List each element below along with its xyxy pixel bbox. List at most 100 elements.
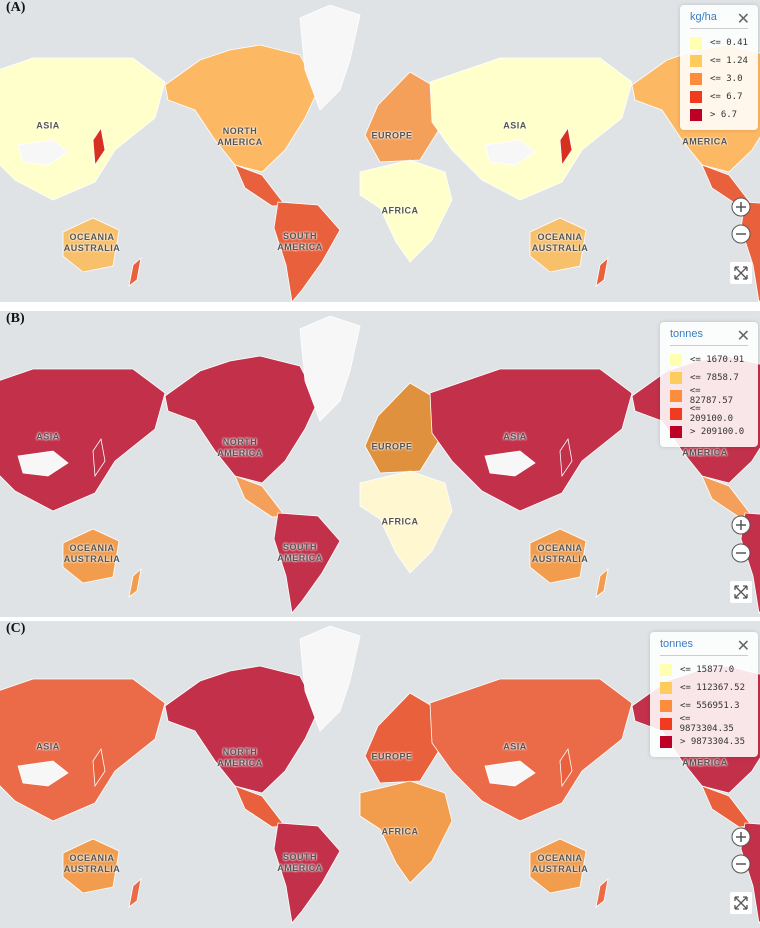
europe <box>364 382 441 474</box>
legend-label: <= 1.24 <box>710 56 748 66</box>
legend-label: > 9873304.35 <box>680 737 746 747</box>
region-label: AFRICA <box>381 826 419 837</box>
australia <box>62 528 120 584</box>
legend-swatch <box>690 109 702 121</box>
zoom-in[interactable] <box>730 514 752 536</box>
region-label: EUROPE <box>371 751 413 762</box>
legend-label: <= 9873304.35 <box>679 714 734 734</box>
region-label: OCEANIA AUSTRALIA <box>531 232 589 253</box>
legend-close[interactable]: ✕ <box>736 328 750 345</box>
legend-swatch <box>670 426 682 438</box>
legend-label: <= 556951.3 <box>680 701 740 711</box>
new-zealand <box>128 567 142 598</box>
africa <box>359 159 453 263</box>
legend-item: <= 112367.52 <box>660 679 748 697</box>
legend-title: tonnes <box>670 328 748 346</box>
asia <box>429 368 633 512</box>
asia <box>429 57 633 201</box>
legend-item: > 209100.0 <box>670 423 748 441</box>
legend-title: tonnes <box>660 638 748 656</box>
legend-swatch <box>670 372 682 384</box>
asia <box>429 678 633 822</box>
legend-label: <= 15877.0 <box>680 665 735 675</box>
legend-label: > 6.7 <box>710 110 738 120</box>
legend-item: <= 1670.91 <box>670 351 748 369</box>
region-label: OCEANIA AUSTRALIA <box>63 853 121 874</box>
australia <box>529 838 587 894</box>
legend-swatch <box>660 682 672 694</box>
mongolia <box>17 450 69 477</box>
region-label: ASIA <box>503 741 527 752</box>
legend-swatch <box>690 37 702 49</box>
legend-close[interactable]: ✕ <box>736 11 750 28</box>
panel-label: (A) <box>6 0 26 15</box>
legend-swatch <box>690 73 702 85</box>
mongolia <box>17 139 69 166</box>
japan <box>559 747 573 788</box>
region-label: OCEANIA AUSTRALIA <box>63 543 121 564</box>
region-label: NORTH AMERICA <box>217 126 263 147</box>
region-label: AMERICA <box>682 136 728 147</box>
panel-label: (C) <box>6 621 26 636</box>
legend-item: <= 3.0 <box>690 70 748 88</box>
fullscreen[interactable] <box>730 892 752 914</box>
region-label: EUROPE <box>371 130 413 141</box>
new-zealand <box>595 567 609 598</box>
region-label: OCEANIA AUSTRALIA <box>531 853 589 874</box>
panel-label: (B) <box>6 311 25 326</box>
legend-item: <= 1.24 <box>690 52 748 70</box>
greenland <box>299 4 361 111</box>
zoom-out[interactable] <box>730 542 752 564</box>
legend-swatch <box>670 408 682 420</box>
icon <box>734 585 748 599</box>
south-america <box>273 512 341 614</box>
japan <box>92 437 106 478</box>
legend-swatch <box>690 91 702 103</box>
region-label: OCEANIA AUSTRALIA <box>63 232 121 253</box>
map-panel: (B) ASIA NORTH AMERICA EUROPE AFRICA SOUTH AM… <box>0 311 760 617</box>
zoom-out[interactable] <box>730 223 752 245</box>
australia <box>62 838 120 894</box>
legend-close[interactable]: ✕ <box>736 638 750 655</box>
new-zealand <box>595 256 609 287</box>
region-label: ASIA <box>503 431 527 442</box>
legend-item: > 9873304.35 <box>660 733 748 751</box>
region-label: OCEANIA AUSTRALIA <box>531 543 589 564</box>
legend-item: <= 15877.0 <box>660 661 748 679</box>
region-label: SOUTH AMERICA <box>277 542 323 563</box>
region-label: AFRICA <box>381 516 419 527</box>
region-label: ASIA <box>36 120 60 131</box>
legend-swatch <box>660 718 672 730</box>
zoom-out[interactable] <box>730 853 752 875</box>
legend-item: <= 556951.3 <box>660 697 748 715</box>
legend-item: > 6.7 <box>690 106 748 124</box>
fullscreen[interactable] <box>730 262 752 284</box>
legend-label: <= 1670.91 <box>690 355 745 365</box>
region-label: AFRICA <box>381 205 419 216</box>
zoom-in[interactable] <box>730 196 752 218</box>
mongolia <box>484 139 536 166</box>
legend-swatch <box>670 354 682 366</box>
map-panel: (A) ASIA NORTH AMERICA EUROPE AFRICA SOUTH AM… <box>0 0 760 302</box>
legend-swatch <box>660 736 672 748</box>
africa <box>359 470 453 574</box>
zoom-in[interactable] <box>730 826 752 848</box>
map <box>0 625 760 924</box>
fullscreen[interactable] <box>730 581 752 603</box>
legend-swatch <box>660 664 672 676</box>
region-label: AMERICA <box>682 447 728 458</box>
icon <box>734 896 748 910</box>
region-label: ASIA <box>503 120 527 131</box>
region-label: EUROPE <box>371 441 413 452</box>
africa <box>359 780 453 884</box>
legend-item: <= 0.41 <box>690 34 748 52</box>
legend-swatch <box>660 700 672 712</box>
map-panel: (C) ASIA NORTH AMERICA EUROPE AFRICA SOUTH AM… <box>0 621 760 928</box>
legend-label: <= 6.7 <box>710 92 743 102</box>
greenland <box>299 625 361 732</box>
legend-label: <= 209100.0 <box>689 404 734 424</box>
region-label: SOUTH AMERICA <box>277 852 323 873</box>
mongolia <box>484 450 536 477</box>
europe <box>364 692 441 784</box>
